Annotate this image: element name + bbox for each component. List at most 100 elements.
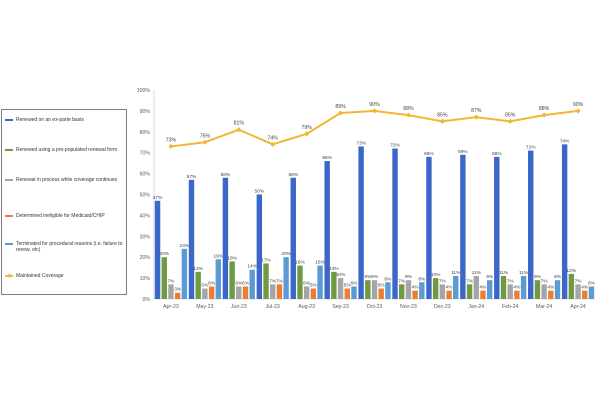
x-tick-label: Feb-24 — [502, 304, 519, 310]
bar-renewed-on-an-ex-parte-basis — [392, 148, 398, 299]
bar-data-label: 18% — [227, 255, 237, 261]
bar-terminated-for-procedural-reasons-i-e-failure-to-renew-etc — [588, 286, 595, 299]
bar-terminated-for-procedural-reasons-i-e-failure-to-renew-etc — [215, 259, 221, 299]
legend-label: Determined ineligible for Medicaid/CHIP — [16, 213, 105, 219]
line-data-label: 88% — [539, 106, 550, 112]
x-tick-label: Dec-23 — [434, 304, 451, 310]
bar-data-label: 14% — [247, 264, 257, 270]
bar-data-label: 4% — [581, 285, 589, 291]
line-point — [202, 139, 208, 145]
legend-item: Renewed using a pre-populated renewal fo… — [5, 147, 125, 153]
bar-data-label: 7% — [575, 278, 583, 284]
bar-determined-ineligible-for-medicaid-chip — [480, 290, 486, 299]
x-tick-label: Jan-24 — [468, 304, 484, 310]
y-tick-label: 80% — [140, 130, 151, 136]
bar-renewed-using-a-pre-populated-renewal-form — [399, 284, 405, 299]
bar-terminated-for-procedural-reasons-i-e-failure-to-renew-etc — [486, 280, 493, 299]
bar-renewal-in-process-while-coverage-continues — [473, 276, 479, 299]
bar-data-label: 9% — [534, 274, 542, 280]
bar-data-label: 11% — [519, 270, 529, 276]
bar-determined-ineligible-for-medicaid-chip — [378, 288, 384, 299]
bar-data-label: 3% — [174, 287, 182, 293]
bar-renewed-on-an-ex-parte-basis — [324, 161, 330, 299]
y-tick-label: 10% — [140, 276, 151, 282]
bar-renewed-using-a-pre-populated-renewal-form — [534, 280, 541, 299]
bar-data-label: 73% — [356, 140, 366, 146]
legend-item: Renewed on an ex-parte basis — [5, 117, 125, 123]
chart-legend: Renewed on an ex-parte basis Renewed usin… — [1, 109, 127, 295]
bar-data-label: 11% — [499, 270, 509, 276]
bar-renewed-on-an-ex-parte-basis — [256, 194, 263, 299]
bar-data-label: 74% — [560, 138, 570, 144]
bar-renewal-in-process-while-coverage-continues — [371, 280, 378, 299]
bar-renewed-on-an-ex-parte-basis — [290, 177, 296, 299]
bar-renewal-in-process-while-coverage-continues — [202, 288, 208, 299]
bar-determined-ineligible-for-medicaid-chip — [344, 288, 350, 299]
bar-renewed-using-a-pre-populated-renewal-form — [365, 280, 371, 299]
bar-determined-ineligible-for-medicaid-chip — [310, 288, 317, 299]
bar-data-label: 9% — [486, 274, 494, 280]
bar-data-label: 19% — [213, 253, 223, 259]
bar-renewal-in-process-while-coverage-continues — [575, 284, 581, 299]
bar-renewal-in-process-while-coverage-continues — [303, 286, 310, 299]
bar-data-label: 9% — [371, 274, 379, 280]
bar-data-label: 9% — [554, 274, 562, 280]
line-data-label: 89% — [335, 104, 346, 110]
bar-data-label: 7% — [276, 278, 284, 284]
bar-terminated-for-procedural-reasons-i-e-failure-to-renew-etc — [520, 276, 527, 299]
bar-data-label: 4% — [480, 285, 488, 291]
legend-item: Determined ineligible for Medicaid/CHIP — [5, 213, 125, 219]
bar-data-label: 6% — [208, 280, 216, 286]
bar-terminated-for-procedural-reasons-i-e-failure-to-renew-etc — [249, 269, 255, 299]
bar-data-label: 7% — [167, 278, 175, 284]
bar-data-label: 13% — [193, 266, 203, 272]
bar-data-label: 7% — [507, 278, 515, 284]
bar-data-label: 6% — [235, 280, 243, 286]
line-point — [473, 114, 479, 120]
line-data-label: 87% — [471, 108, 482, 114]
bar-data-label: 5% — [201, 283, 209, 289]
bar-renewed-using-a-pre-populated-renewal-form — [297, 265, 303, 299]
line-data-label: 85% — [437, 112, 448, 118]
y-tick-label: 70% — [140, 151, 151, 157]
x-tick-label: Sep-23 — [332, 304, 349, 310]
bar-data-label: 4% — [513, 285, 521, 291]
line-data-label: 75% — [200, 133, 211, 139]
y-tick-label: 50% — [140, 193, 151, 199]
legend-item: Maintained Coverage — [5, 273, 125, 279]
line-point — [338, 110, 344, 116]
bar-determined-ineligible-for-medicaid-chip — [276, 284, 283, 299]
bar-data-label: 17% — [261, 257, 271, 263]
bar-data-label: 47% — [153, 195, 163, 201]
line-data-label: 73% — [166, 137, 177, 143]
legend-label: Renewal in process while coverage contin… — [16, 177, 118, 183]
bar-renewal-in-process-while-coverage-continues — [405, 280, 412, 299]
bar-data-label: 9% — [364, 274, 372, 280]
bar-data-label: 7% — [439, 278, 447, 284]
bar-data-label: 5% — [378, 283, 386, 289]
bar-renewed-on-an-ex-parte-basis — [358, 146, 364, 299]
bar-terminated-for-procedural-reasons-i-e-failure-to-renew-etc — [419, 282, 425, 299]
bar-renewed-on-an-ex-parte-basis — [188, 179, 195, 299]
line-point — [371, 108, 378, 114]
bar-data-label: 7% — [269, 278, 277, 284]
bar-data-label: 5% — [344, 283, 352, 289]
bar-data-label: 20% — [281, 251, 291, 257]
bar-renewal-in-process-while-coverage-continues — [236, 286, 242, 299]
bar-determined-ineligible-for-medicaid-chip — [514, 290, 520, 299]
line-data-label: 79% — [301, 125, 312, 131]
legend-swatch — [5, 149, 13, 151]
bar-data-label: 4% — [547, 285, 555, 291]
x-tick-label: May-23 — [196, 304, 213, 310]
bar-renewal-in-process-while-coverage-continues — [337, 278, 344, 299]
y-tick-label: 100% — [137, 88, 151, 94]
legend-label: Maintained Coverage — [16, 273, 64, 279]
bar-renewed-using-a-pre-populated-renewal-form — [568, 273, 575, 299]
line-point — [575, 108, 581, 114]
line-point — [439, 118, 445, 124]
bar-data-label: 6% — [588, 280, 596, 286]
bar-data-label: 58% — [288, 172, 298, 178]
bar-data-label: 10% — [336, 272, 346, 278]
line-data-label: 74% — [268, 135, 279, 141]
bar-data-label: 4% — [412, 285, 420, 291]
